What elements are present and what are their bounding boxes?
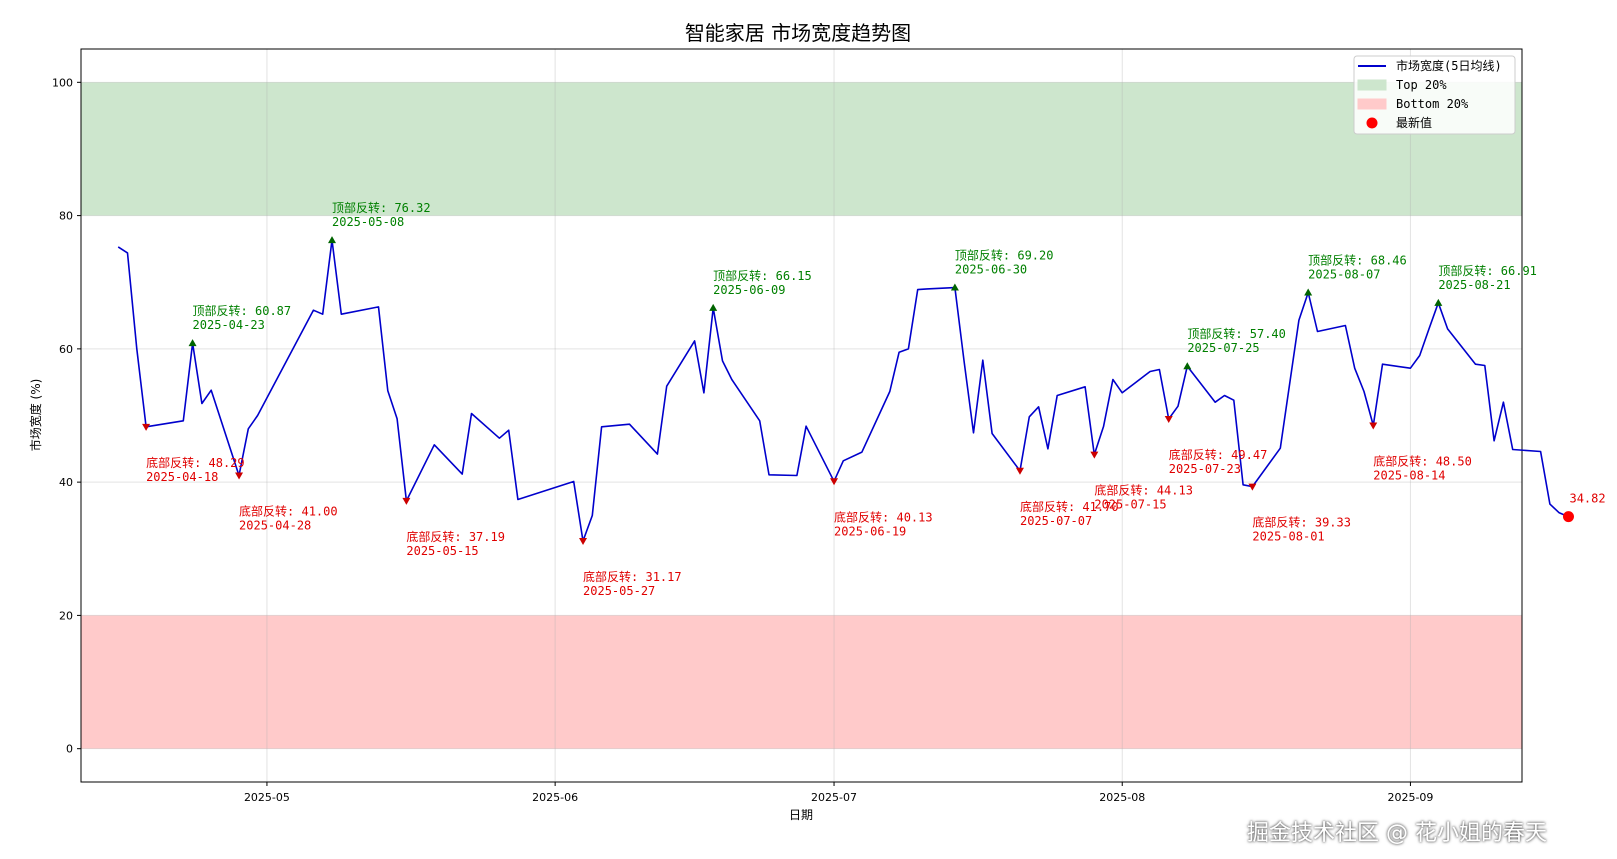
bottom-reversal-date: 2025-04-28	[239, 518, 311, 532]
top-reversal-label: 顶部反转: 76.32	[332, 200, 431, 215]
bottom-reversal-label: 底部反转: 41.00	[239, 503, 338, 518]
top-reversal-date: 2025-08-07	[1308, 267, 1380, 281]
bottom-reversal-marker	[1015, 467, 1024, 475]
bottom-reversal-label: 底部反转: 41.70	[1020, 499, 1119, 514]
bottom-reversal-marker	[579, 537, 588, 545]
top-reversal-date: 2025-05-08	[332, 215, 404, 229]
legend-entry-label: Top 20%	[1396, 78, 1447, 92]
y-tick-label: 60	[59, 343, 73, 356]
series-line	[117, 239, 1569, 542]
top-reversal-marker	[1183, 362, 1192, 370]
bottom-reversal-label: 底部反转: 48.50	[1373, 453, 1472, 468]
top-reversal-marker	[188, 339, 197, 347]
watermark: 掘金技术社区 @ 花小姐的春天	[1247, 821, 1547, 846]
x-axis-ticks: 2025-05 2025-06 2025-07 2025-08 2025-09	[244, 782, 1433, 804]
bottom-reversal-marker	[1164, 416, 1173, 424]
bottom-reversal-date: 2025-04-18	[146, 470, 218, 484]
top-reversal-marker	[709, 303, 718, 311]
bottom-reversal-marker	[1369, 422, 1378, 430]
y-tick-label: 0	[66, 743, 73, 756]
y-axis-label: 市场宽度 (%)	[28, 379, 43, 452]
top-reversal-label: 顶部反转: 66.91	[1438, 263, 1537, 278]
bottom-reversal-marker	[1090, 451, 1099, 459]
bottom-reversal-date: 2025-05-27	[583, 584, 655, 598]
bottom-reversal-marker	[142, 423, 151, 431]
top-reversal-marker	[1304, 288, 1313, 296]
bottom-reversal-date: 2025-07-15	[1094, 498, 1166, 512]
bottom-reversal-marker	[1248, 483, 1257, 491]
bottom-reversal-date: 2025-07-23	[1169, 462, 1241, 476]
y-tick-label: 80	[59, 210, 73, 223]
x-tick-label: 2025-08	[1099, 791, 1145, 804]
top-reversal-date: 2025-06-09	[713, 283, 785, 297]
legend-entry-label: 市场宽度(5日均线)	[1396, 58, 1502, 73]
bottom-reversal-label: 底部反转: 49.47	[1169, 447, 1268, 462]
bottom-reversal-label: 底部反转: 44.13	[1094, 483, 1193, 498]
legend-patch-swatch	[1357, 98, 1387, 110]
bottom-reversal-marker	[235, 472, 244, 480]
legend-patch-swatch	[1357, 79, 1387, 91]
legend-entry-label: Bottom 20%	[1396, 97, 1469, 111]
x-tick-label: 2025-09	[1387, 791, 1433, 804]
grid-lines	[81, 49, 1522, 782]
y-tick-label: 100	[52, 76, 73, 89]
top-reversal-marker	[328, 236, 337, 244]
bottom-reversal-marker	[402, 497, 411, 505]
legend-box	[1353, 55, 1516, 135]
latest-value-dot	[1562, 511, 1574, 523]
legend-dot-swatch	[1366, 117, 1378, 129]
top-reversal-marker	[950, 283, 959, 291]
chart-title: 智能家居 市场宽度趋势图	[685, 21, 911, 45]
y-axis-ticks: 0 20 40 60 80 100	[52, 76, 81, 756]
bottom-reversal-label: 底部反转: 31.17	[583, 569, 682, 584]
top-reversal-marker	[1434, 298, 1443, 306]
top-reversal-label: 顶部反转: 57.40	[1187, 326, 1286, 341]
top-reversal-label: 顶部反转: 68.46	[1308, 252, 1407, 267]
bottom-reversal-label: 底部反转: 48.29	[146, 455, 245, 470]
y-tick-label: 20	[59, 609, 73, 622]
top-reversal-date: 2025-06-30	[955, 263, 1027, 277]
plot-area	[80, 48, 1523, 783]
bottom-reversal-label: 底部反转: 39.33	[1252, 515, 1351, 530]
x-tick-label: 2025-05	[244, 791, 290, 804]
top-reversal-date: 2025-04-23	[193, 318, 265, 332]
legend-entry-label: 最新值	[1396, 115, 1432, 130]
top-20-band	[81, 82, 1522, 216]
bottom-reversal-date: 2025-08-01	[1252, 530, 1324, 544]
bottom-reversal-date: 2025-07-07	[1020, 514, 1092, 528]
top-reversal-date: 2025-08-21	[1438, 278, 1510, 292]
bottom-reversal-date: 2025-05-15	[406, 544, 478, 558]
bottom-reversal-label: 底部反转: 40.13	[834, 509, 933, 524]
top-reversal-label: 顶部反转: 60.87	[193, 303, 292, 318]
legend: 市场宽度(5日均线) Top 20% Bottom 20% 最新值	[1353, 55, 1516, 135]
y-tick-label: 40	[59, 476, 73, 489]
x-tick-label: 2025-06	[532, 791, 578, 804]
bottom-20-band	[81, 615, 1522, 749]
bottom-reversal-marker	[830, 478, 839, 486]
top-reversal-date: 2025-07-25	[1187, 341, 1259, 355]
latest-value-marker: 34.82	[1562, 492, 1606, 523]
x-tick-label: 2025-07	[811, 791, 857, 804]
top-reversal-label: 顶部反转: 66.15	[713, 268, 812, 283]
latest-value-label: 34.82	[1569, 492, 1605, 506]
top-reversal-label: 顶部反转: 69.20	[955, 248, 1054, 263]
bottom-reversal-date: 2025-08-14	[1373, 468, 1445, 482]
threshold-bands	[81, 82, 1522, 749]
bottom-reversal-label: 底部反转: 37.19	[406, 529, 505, 544]
series-market-breadth	[117, 239, 1569, 542]
bottom-reversal-date: 2025-06-19	[834, 524, 906, 538]
x-axis-label: 日期	[789, 808, 813, 822]
